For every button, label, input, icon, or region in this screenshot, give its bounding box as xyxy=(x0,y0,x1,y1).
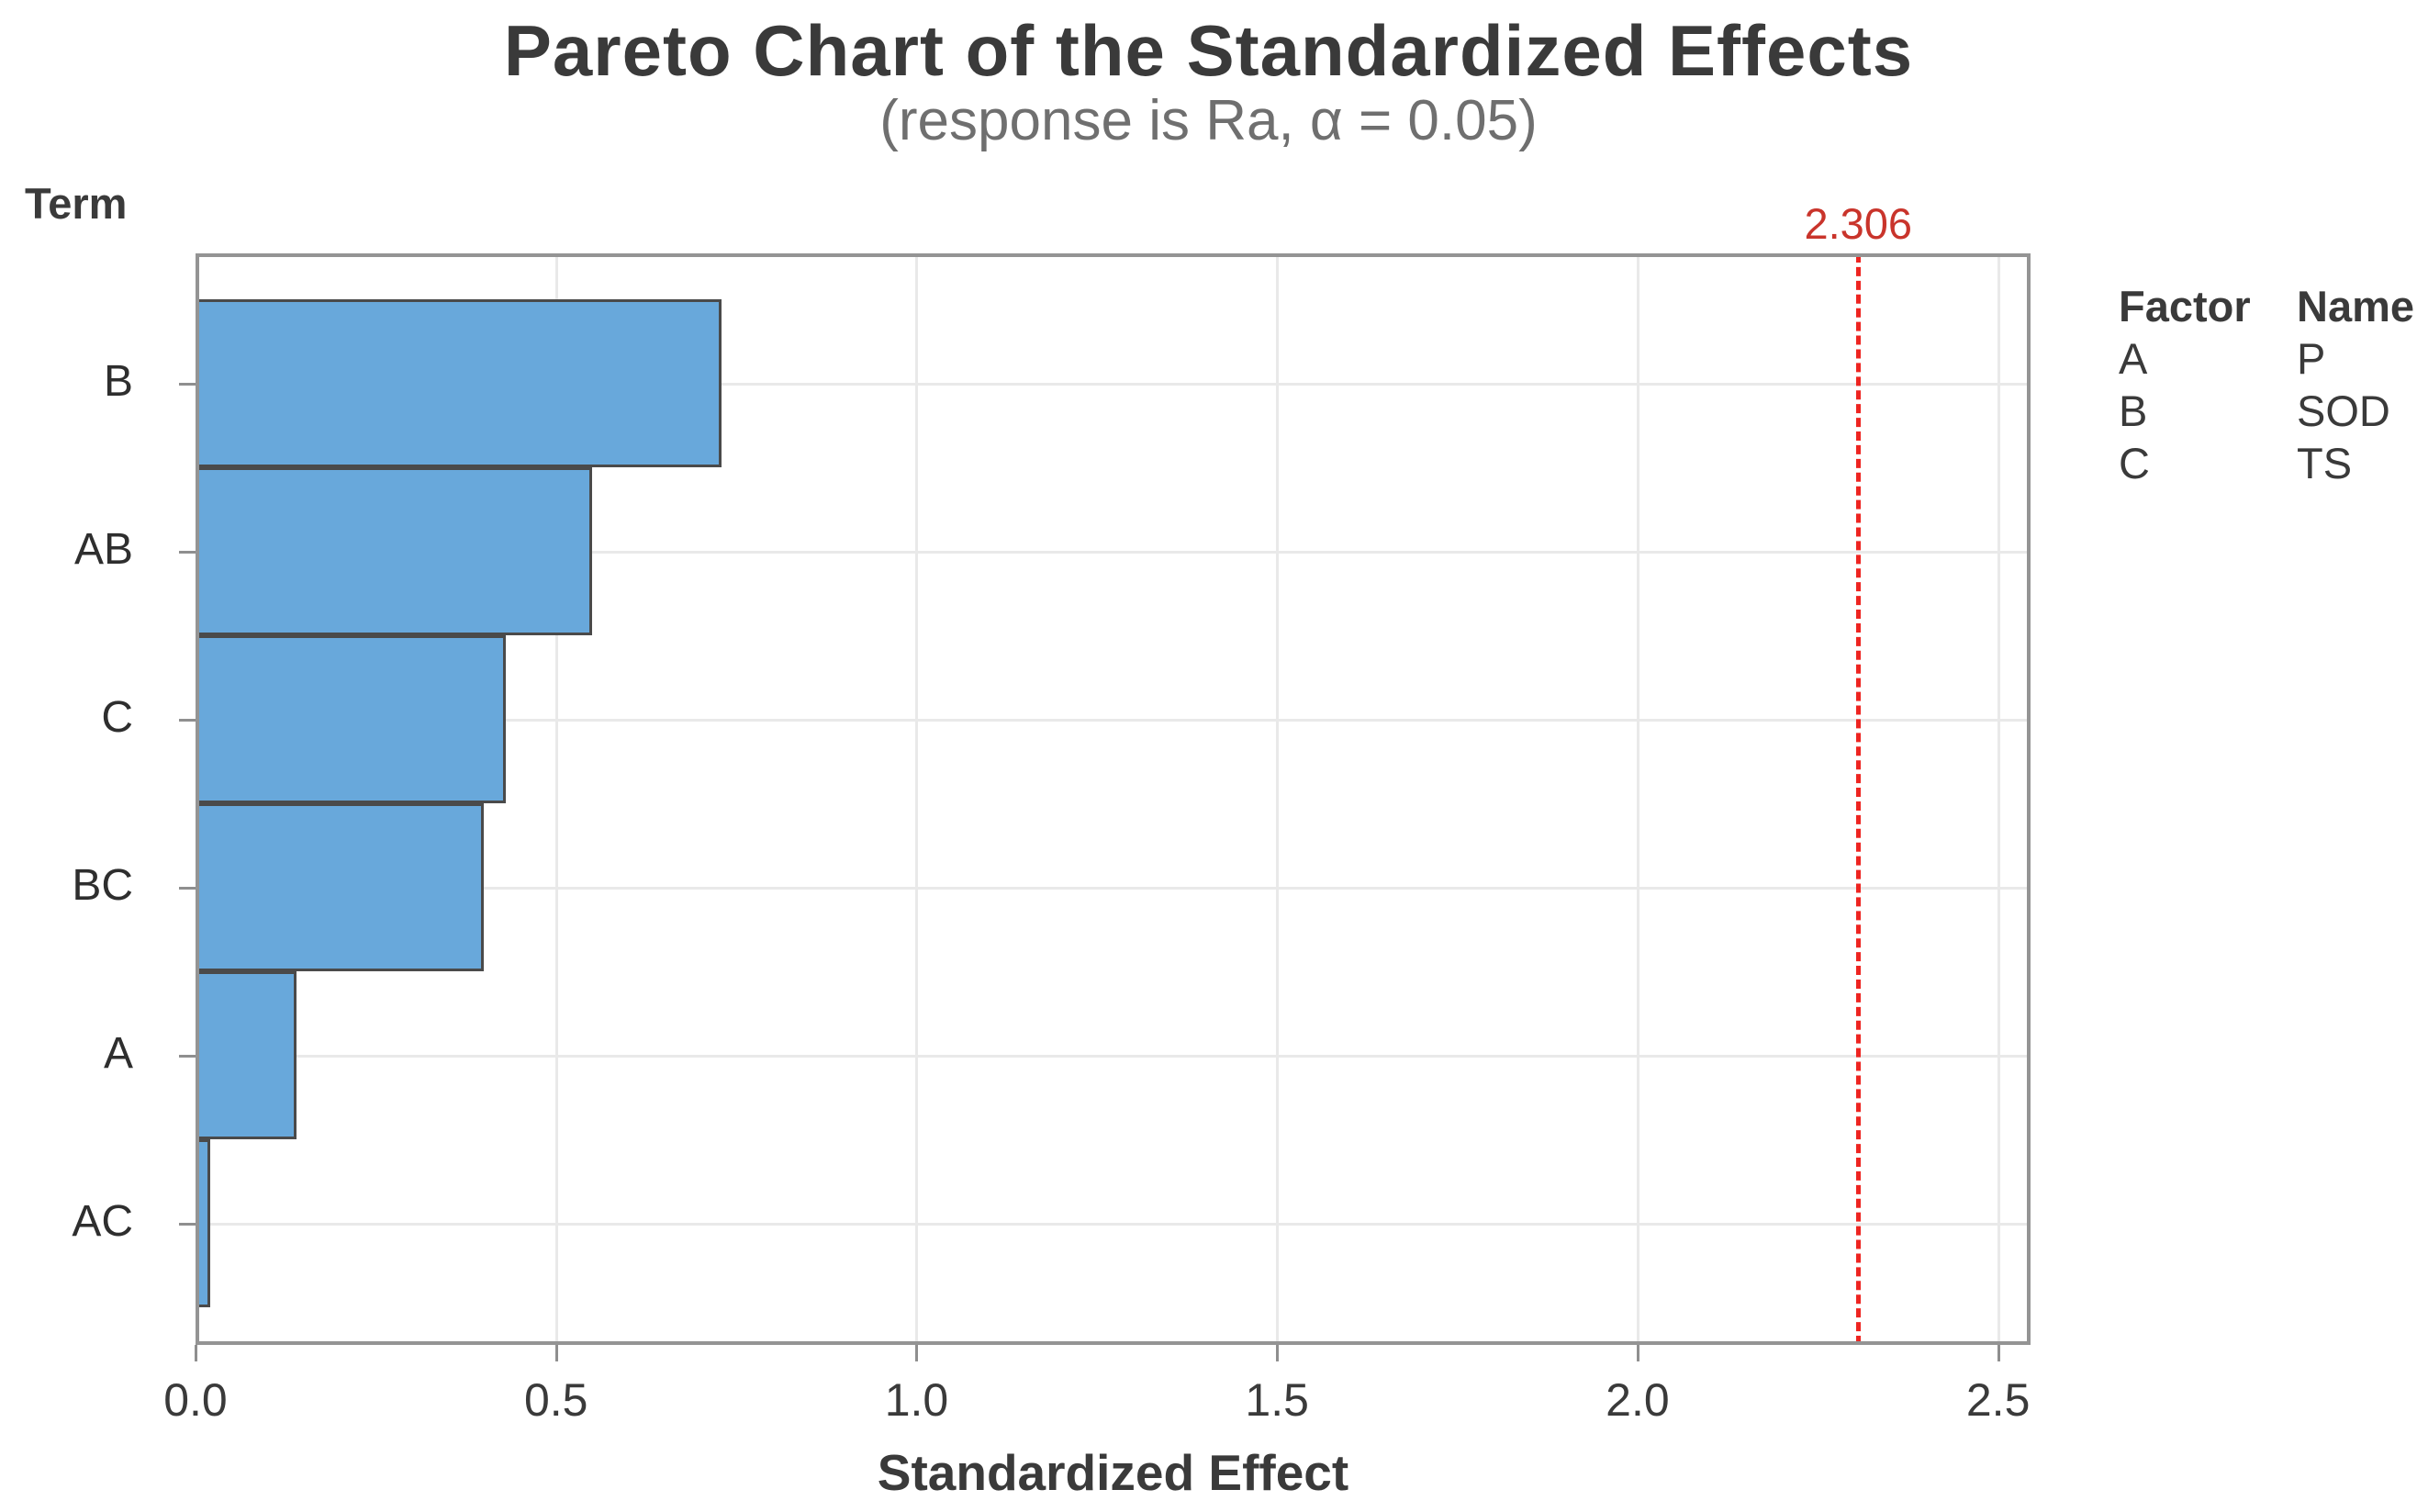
bar-B xyxy=(196,299,722,467)
y-tick-label-C: C xyxy=(101,692,133,742)
y-tick-label-AB: AB xyxy=(73,524,133,574)
x-gridline xyxy=(915,253,919,1345)
y-gridline xyxy=(196,1054,2031,1058)
bar-AB xyxy=(196,467,592,635)
x-axis-tick xyxy=(554,1345,558,1361)
y-tick-label-B: B xyxy=(103,356,133,406)
y-tick-label-BC: BC xyxy=(72,860,133,910)
legend-row: C TS xyxy=(2119,438,2414,490)
x-axis-tick xyxy=(1636,1345,1639,1361)
y-axis-tick xyxy=(179,1054,196,1058)
y-gridline xyxy=(196,550,2031,554)
legend-factor-name: SOD xyxy=(2297,386,2390,435)
reference-line-label: 2.306 xyxy=(1804,199,1913,248)
x-gridline xyxy=(1276,253,1280,1345)
y-gridline xyxy=(196,1222,2031,1226)
x-gridline xyxy=(1997,253,2000,1345)
legend-factor-code: B xyxy=(2119,386,2148,435)
plot-area xyxy=(196,253,2031,1345)
reference-line xyxy=(1856,253,1862,1345)
y-axis-tick xyxy=(179,1222,196,1226)
y-axis-tick xyxy=(179,718,196,722)
x-tick-label: 1.0 xyxy=(884,1374,949,1426)
y-axis-tick xyxy=(179,886,196,890)
x-axis-tick xyxy=(1997,1345,2000,1361)
legend-header-row: Factor Name xyxy=(2119,281,2414,333)
legend-header-name: Name xyxy=(2297,282,2415,330)
x-tick-label: 0.5 xyxy=(523,1374,588,1426)
x-gridline xyxy=(1636,253,1639,1345)
y-gridline xyxy=(196,718,2031,722)
x-axis-tick xyxy=(195,1345,197,1361)
x-tick-label: 2.5 xyxy=(1965,1374,2031,1426)
y-gridline xyxy=(196,886,2031,890)
y-tick-label-AC: AC xyxy=(72,1196,133,1246)
legend-factor-name: TS xyxy=(2297,439,2353,487)
x-axis-title: Standardized Effect xyxy=(877,1444,1349,1501)
chart-title: Pareto Chart of the Standardized Effects xyxy=(503,10,1914,91)
bar-AC xyxy=(196,1139,210,1307)
legend-factor-name: P xyxy=(2297,334,2326,383)
x-gridline xyxy=(554,253,558,1345)
bar-C xyxy=(196,635,506,803)
x-axis-tick xyxy=(1276,1345,1280,1361)
legend-row: B SOD xyxy=(2119,386,2414,438)
legend-factor-code: A xyxy=(2119,334,2148,383)
y-axis-tick xyxy=(179,550,196,554)
legend-factor-code: C xyxy=(2119,439,2150,487)
x-tick-label: 2.0 xyxy=(1606,1374,1670,1426)
x-axis-tick xyxy=(915,1345,919,1361)
legend-header-factor: Factor xyxy=(2119,282,2251,330)
y-axis-tick xyxy=(179,382,196,386)
bar-BC xyxy=(196,803,485,971)
x-tick-label: 1.5 xyxy=(1245,1374,1309,1426)
chart-subtitle: (response is Ra, α = 0.05) xyxy=(879,89,1538,152)
x-tick-label: 0.0 xyxy=(163,1374,228,1426)
bar-A xyxy=(196,971,297,1139)
y-tick-label-A: A xyxy=(103,1028,133,1078)
y-axis-title: Term xyxy=(25,179,128,228)
y-gridline xyxy=(196,382,2031,386)
